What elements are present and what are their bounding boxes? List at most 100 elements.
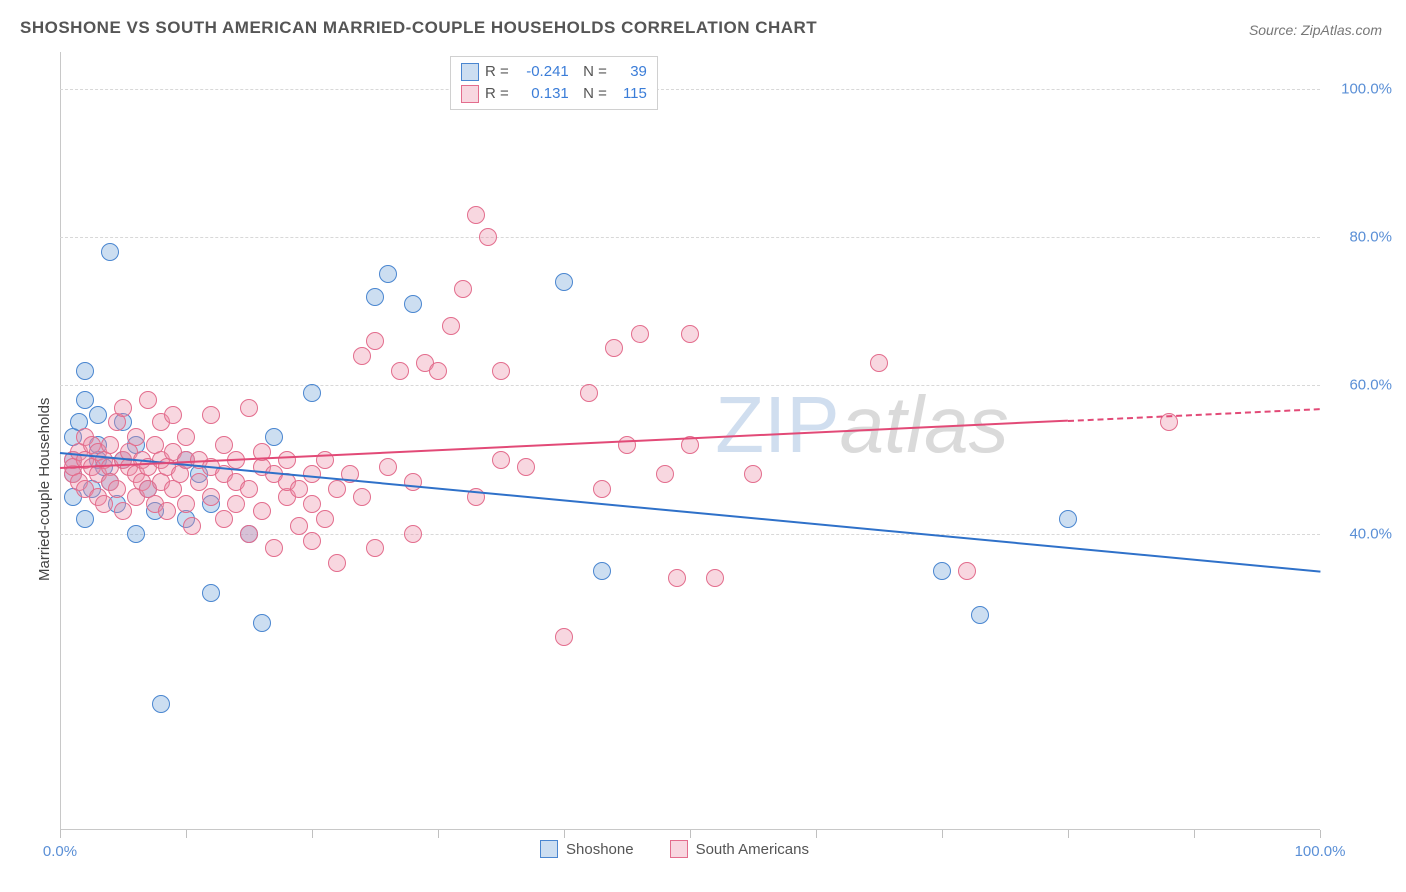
datapoint-south-americans bbox=[668, 569, 686, 587]
datapoint-south-americans bbox=[95, 495, 113, 513]
x-tick bbox=[564, 830, 565, 838]
datapoint-south-americans bbox=[328, 480, 346, 498]
chart-title: SHOSHONE VS SOUTH AMERICAN MARRIED-COUPL… bbox=[20, 18, 817, 38]
legend-row-shoshone: R =-0.241 N =39 bbox=[461, 61, 647, 83]
y-axis-line bbox=[60, 52, 61, 830]
datapoint-shoshone bbox=[379, 265, 397, 283]
datapoint-shoshone bbox=[89, 406, 107, 424]
x-tick bbox=[1320, 830, 1321, 838]
datapoint-shoshone bbox=[303, 384, 321, 402]
series-legend-item-south-americans: South Americans bbox=[670, 840, 809, 858]
plot-area: ZIPatlas 40.0%60.0%80.0%100.0%0.0%100.0% bbox=[60, 52, 1320, 830]
legend-r-label: R = bbox=[485, 83, 509, 105]
datapoint-south-americans bbox=[870, 354, 888, 372]
datapoint-south-americans bbox=[303, 532, 321, 550]
datapoint-south-americans bbox=[202, 406, 220, 424]
x-tick bbox=[1068, 830, 1069, 838]
x-tick bbox=[312, 830, 313, 838]
datapoint-south-americans bbox=[492, 451, 510, 469]
datapoint-south-americans bbox=[215, 436, 233, 454]
datapoint-south-americans bbox=[290, 480, 308, 498]
datapoint-south-americans bbox=[656, 465, 674, 483]
datapoint-south-americans bbox=[605, 339, 623, 357]
datapoint-south-americans bbox=[177, 428, 195, 446]
datapoint-shoshone bbox=[101, 243, 119, 261]
datapoint-south-americans bbox=[316, 510, 334, 528]
datapoint-shoshone bbox=[202, 584, 220, 602]
datapoint-south-americans bbox=[631, 325, 649, 343]
y-tick-label: 60.0% bbox=[1349, 377, 1392, 394]
datapoint-south-americans bbox=[555, 628, 573, 646]
datapoint-south-americans bbox=[744, 465, 762, 483]
datapoint-south-americans bbox=[681, 325, 699, 343]
datapoint-south-americans bbox=[492, 362, 510, 380]
datapoint-shoshone bbox=[593, 562, 611, 580]
datapoint-south-americans bbox=[253, 502, 271, 520]
datapoint-south-americans bbox=[353, 488, 371, 506]
legend-swatch bbox=[461, 85, 479, 103]
datapoint-shoshone bbox=[76, 362, 94, 380]
datapoint-south-americans bbox=[404, 525, 422, 543]
gridline bbox=[60, 89, 1320, 90]
source-attribution: Source: ZipAtlas.com bbox=[1249, 22, 1382, 38]
x-tick bbox=[816, 830, 817, 838]
series-legend-label: South Americans bbox=[696, 841, 809, 858]
datapoint-south-americans bbox=[215, 510, 233, 528]
y-tick-label: 100.0% bbox=[1341, 81, 1392, 98]
datapoint-south-americans bbox=[108, 480, 126, 498]
legend-n-value: 39 bbox=[613, 61, 647, 83]
datapoint-shoshone bbox=[253, 614, 271, 632]
legend-swatch bbox=[670, 840, 688, 858]
datapoint-south-americans bbox=[158, 502, 176, 520]
legend-r-value: 0.131 bbox=[515, 83, 569, 105]
datapoint-south-americans bbox=[114, 502, 132, 520]
x-tick bbox=[186, 830, 187, 838]
datapoint-south-americans bbox=[101, 436, 119, 454]
datapoint-south-americans bbox=[517, 458, 535, 476]
datapoint-south-americans bbox=[278, 451, 296, 469]
datapoint-shoshone bbox=[933, 562, 951, 580]
datapoint-south-americans bbox=[316, 451, 334, 469]
x-tick bbox=[438, 830, 439, 838]
datapoint-south-americans bbox=[240, 525, 258, 543]
gridline bbox=[60, 237, 1320, 238]
series-legend-item-shoshone: Shoshone bbox=[540, 840, 634, 858]
datapoint-south-americans bbox=[164, 406, 182, 424]
datapoint-shoshone bbox=[1059, 510, 1077, 528]
legend-row-south-americans: R =0.131 N =115 bbox=[461, 83, 647, 105]
gridline bbox=[60, 385, 1320, 386]
datapoint-shoshone bbox=[971, 606, 989, 624]
datapoint-south-americans bbox=[442, 317, 460, 335]
legend-swatch bbox=[461, 63, 479, 81]
correlation-legend: R =-0.241 N =39R =0.131 N =115 bbox=[450, 56, 658, 110]
trend-line bbox=[60, 452, 1320, 573]
datapoint-south-americans bbox=[353, 347, 371, 365]
datapoint-shoshone bbox=[127, 525, 145, 543]
datapoint-south-americans bbox=[227, 495, 245, 513]
datapoint-south-americans bbox=[391, 362, 409, 380]
datapoint-south-americans bbox=[429, 362, 447, 380]
datapoint-south-americans bbox=[190, 473, 208, 491]
datapoint-south-americans bbox=[328, 554, 346, 572]
datapoint-south-americans bbox=[593, 480, 611, 498]
datapoint-south-americans bbox=[127, 428, 145, 446]
datapoint-south-americans bbox=[580, 384, 598, 402]
datapoint-south-americans bbox=[177, 495, 195, 513]
x-tick-label: 100.0% bbox=[1295, 843, 1346, 860]
x-tick bbox=[942, 830, 943, 838]
datapoint-south-americans bbox=[706, 569, 724, 587]
datapoint-south-americans bbox=[240, 399, 258, 417]
series-legend-label: Shoshone bbox=[566, 841, 634, 858]
datapoint-south-americans bbox=[467, 206, 485, 224]
datapoint-south-americans bbox=[366, 539, 384, 557]
datapoint-south-americans bbox=[139, 391, 157, 409]
datapoint-shoshone bbox=[152, 695, 170, 713]
x-tick bbox=[60, 830, 61, 838]
datapoint-shoshone bbox=[555, 273, 573, 291]
trend-line bbox=[1068, 408, 1320, 422]
y-tick-label: 80.0% bbox=[1349, 229, 1392, 246]
datapoint-south-americans bbox=[240, 480, 258, 498]
datapoint-south-americans bbox=[202, 488, 220, 506]
legend-r-label: R = bbox=[485, 61, 509, 83]
y-axis-label: Married-couple Households bbox=[36, 398, 53, 581]
